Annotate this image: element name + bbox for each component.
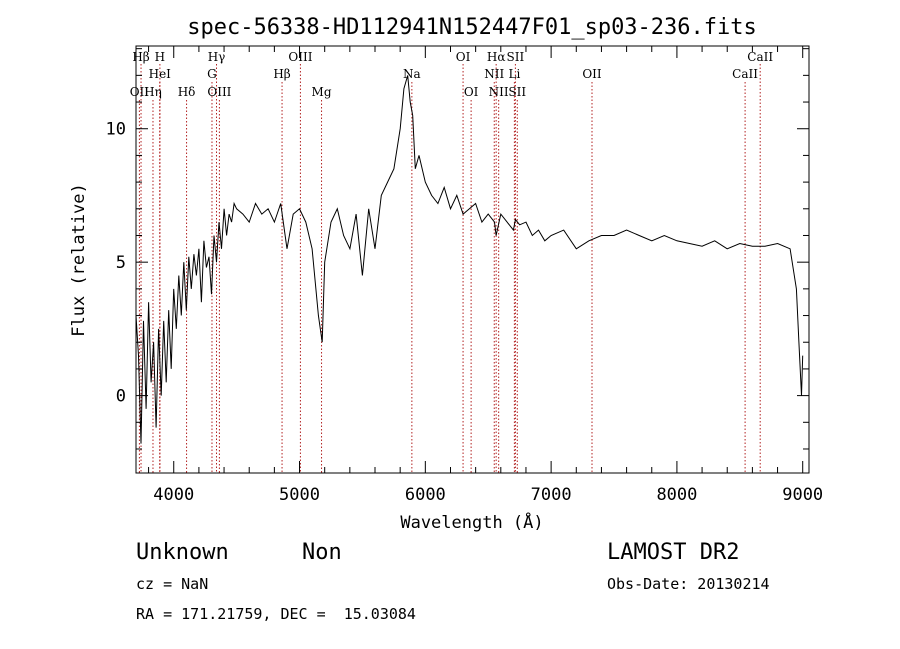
spectrum-line <box>135 75 804 444</box>
line-marker-label: OII <box>582 67 602 81</box>
line-marker-label: Hγ <box>208 50 226 64</box>
x-axis-label: Wavelength (Å) <box>400 511 543 533</box>
line-marker-label: Li <box>508 67 520 81</box>
redshift-cz: cz = NaN <box>136 575 208 593</box>
x-tick-label: 6000 <box>405 485 446 505</box>
y-axis: 0 5 10 <box>106 48 809 450</box>
line-marker-label: OIII <box>288 50 312 64</box>
line-markers <box>138 64 761 473</box>
line-marker-label: Mg <box>312 85 332 99</box>
line-marker-label: SII <box>507 50 525 64</box>
line-marker-label: OI <box>456 50 471 64</box>
line-marker-label: NII <box>489 85 509 99</box>
line-marker-label: OII <box>130 85 150 99</box>
survey-name: LAMOST DR2 <box>607 540 739 565</box>
line-marker-label: Na <box>403 67 421 81</box>
chart-title: spec-56338-HD112941N152447F01_sp03-236.f… <box>187 15 757 40</box>
object-subclass: Non <box>302 540 342 565</box>
x-tick-label: 7000 <box>531 485 572 505</box>
object-class: Unknown <box>136 540 229 565</box>
line-marker-label: Hβ <box>132 50 149 64</box>
line-marker-label: G <box>207 67 217 81</box>
line-marker-label: CaII <box>747 50 773 64</box>
x-tick-label: 4000 <box>153 485 194 505</box>
line-marker-label: H <box>155 50 165 64</box>
x-tick-label: 8000 <box>656 485 697 505</box>
line-marker-label: CaII <box>732 67 758 81</box>
observation-date: Obs-Date: 20130214 <box>607 575 770 593</box>
y-tick-label: 5 <box>116 253 126 273</box>
line-marker-label: NII <box>484 67 504 81</box>
y-tick-label: 10 <box>106 120 126 140</box>
ra-dec-coordinates: RA = 171.21759, DEC = 15.03084 <box>136 605 416 623</box>
y-axis-label: Flux (relative) <box>69 183 89 337</box>
x-tick-label: 9000 <box>782 485 823 505</box>
line-marker-label: Hβ <box>273 67 290 81</box>
line-marker-label: OIII <box>207 85 231 99</box>
x-tick-label: 5000 <box>279 485 320 505</box>
line-marker-label: HeI <box>149 67 172 81</box>
line-marker-label: Hα <box>487 50 506 64</box>
line-marker-label: SII <box>508 85 526 99</box>
line-marker-label: OI <box>464 85 479 99</box>
x-axis: 4000 5000 6000 7000 8000 9000 <box>148 46 823 505</box>
line-marker-label: Hη <box>144 85 162 99</box>
plot-frame <box>135 45 810 474</box>
y-tick-label: 0 <box>116 387 126 407</box>
line-marker-label: Hδ <box>178 85 196 99</box>
